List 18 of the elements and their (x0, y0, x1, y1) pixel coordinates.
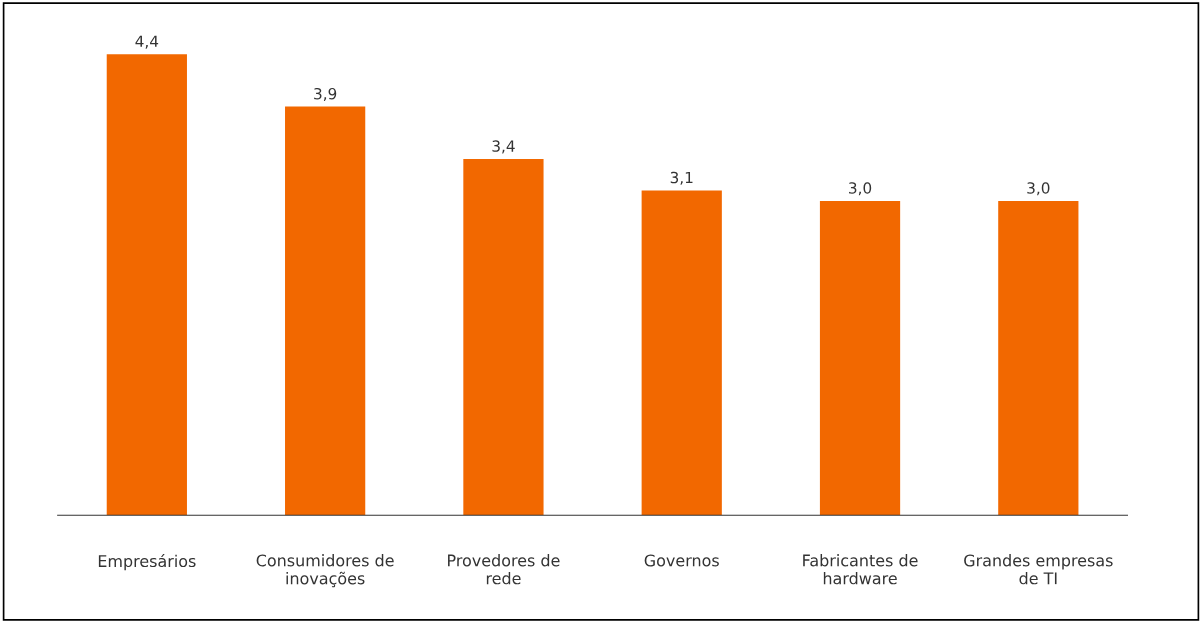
x-tick-label: Grandes empresas de TI (964, 554, 1113, 585)
x-tick-label: Consumidores de inovações (256, 554, 394, 588)
data-label: 3,0 (849, 182, 872, 196)
bar (998, 200, 1079, 516)
bar (106, 54, 187, 516)
bar (819, 200, 901, 516)
bar (285, 106, 366, 516)
data-label: 3,9 (314, 87, 337, 102)
data-label: 3,1 (670, 171, 693, 185)
x-tick-label: Fabricantes de hardware (803, 554, 918, 585)
bar (641, 190, 722, 516)
x-tick-label: Provedores de rede (448, 554, 560, 585)
x-tick-label: Empresários (98, 554, 196, 571)
x-tick-label: Governos (644, 554, 719, 567)
data-label: 3,0 (1027, 182, 1050, 196)
data-label: 4,4 (135, 35, 159, 49)
bar (463, 158, 544, 516)
data-label: 3,4 (492, 140, 515, 154)
